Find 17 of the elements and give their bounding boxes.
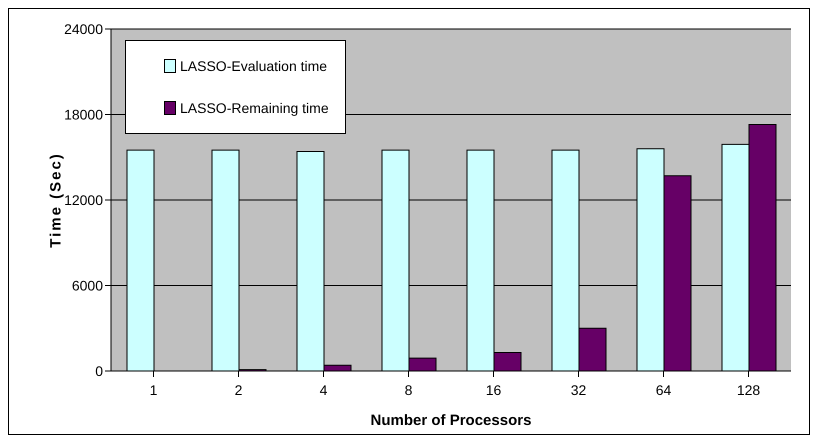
y-tick-label: 18000 bbox=[64, 106, 104, 122]
x-tick-label: 4 bbox=[320, 382, 328, 398]
x-tick-label: 16 bbox=[486, 382, 502, 398]
y-tick-label: 12000 bbox=[64, 192, 104, 208]
legend-label: LASSO-Evaluation time bbox=[180, 58, 328, 74]
x-tick-label: 2 bbox=[234, 382, 243, 398]
x-tick-label: 1 bbox=[150, 382, 158, 398]
legend-label: LASSO-Remaining time bbox=[180, 100, 329, 116]
x-axis-title: Number of Processors bbox=[370, 412, 532, 429]
y-tick-label: 24000 bbox=[64, 20, 104, 37]
x-tick-label: 64 bbox=[656, 382, 672, 398]
x-tick-label: 32 bbox=[570, 382, 586, 398]
y-tick-label: 6000 bbox=[72, 277, 104, 294]
x-tick-label: 128 bbox=[736, 382, 760, 398]
y-tick-label: 0 bbox=[95, 362, 104, 379]
x-tick-label: 8 bbox=[404, 382, 413, 398]
y-axis-title: Time (Sec) bbox=[47, 152, 64, 248]
